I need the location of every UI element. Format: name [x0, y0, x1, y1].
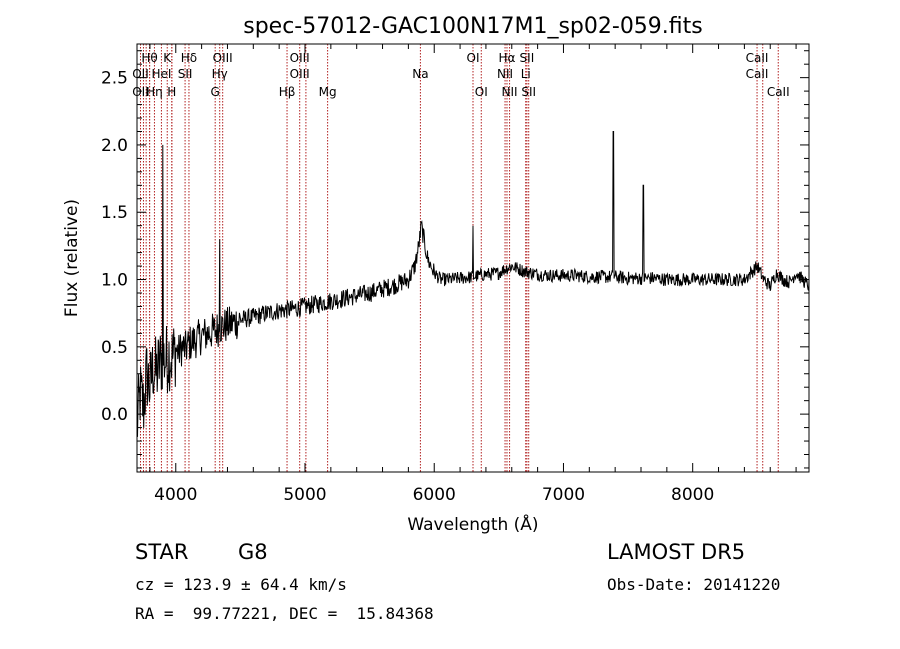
- y-axis: 0.0 0.5 1.0 1.5 2.0 2.5: [101, 50, 809, 469]
- line-label: Hδ: [181, 51, 197, 65]
- plot-frame: [136, 43, 810, 473]
- line-label: OI: [475, 85, 488, 99]
- x-tick-label: 5000: [283, 485, 326, 505]
- line-label: OIII: [213, 51, 233, 65]
- survey-name: LAMOST DR5: [607, 540, 746, 564]
- x-axis: 4000 5000 6000 7000 8000: [149, 44, 797, 505]
- line-label: K: [163, 51, 172, 65]
- y-tick-label: 2.5: [101, 69, 128, 89]
- line-label: G: [211, 85, 220, 99]
- y-tick-label: 0.0: [101, 405, 128, 425]
- x-tick-label: 4000: [154, 485, 197, 505]
- velocity: cz = 123.9 ± 64.4 km/s: [135, 575, 347, 594]
- spectral-line-markers: [139, 44, 779, 472]
- chart-title: spec-57012-GAC100N17M1_sp02-059.fits: [243, 14, 703, 39]
- y-tick-label: 1.0: [101, 271, 128, 291]
- subclass: G8: [238, 540, 268, 564]
- line-label: SII: [521, 85, 536, 99]
- line-label: OI: [467, 51, 480, 65]
- y-tick-label: 0.5: [101, 338, 128, 358]
- line-label: NII: [497, 67, 513, 81]
- line-label: Hη: [146, 85, 163, 99]
- y-tick-label: 1.5: [101, 203, 128, 223]
- line-label: Li: [521, 67, 531, 81]
- x-tick-label: 6000: [413, 485, 456, 505]
- y-tick-label: 2.0: [101, 136, 128, 156]
- line-label: CaII: [746, 51, 769, 65]
- coordinates: RA = 99.77221, DEC = 15.84368: [135, 604, 434, 623]
- object-class: STAR: [135, 540, 189, 564]
- line-label: Mg: [319, 85, 337, 99]
- line-label: HeI: [151, 67, 171, 81]
- x-tick-label: 8000: [671, 485, 714, 505]
- line-label: Hα: [499, 51, 516, 65]
- line-label: Hγ: [212, 67, 228, 81]
- obs-date: Obs-Date: 20141220: [607, 575, 781, 594]
- x-tick-label: 7000: [542, 485, 585, 505]
- y-axis-label: Flux (relative): [62, 199, 82, 317]
- x-axis-label: Wavelength (Å): [407, 513, 538, 535]
- line-label: Na: [412, 67, 428, 81]
- line-label: SII: [178, 67, 193, 81]
- line-label: Hθ: [141, 51, 157, 65]
- line-label: NII: [502, 85, 518, 99]
- line-label: CaII: [746, 67, 769, 81]
- line-label: OII: [132, 67, 149, 81]
- line-label: SII: [520, 51, 535, 65]
- line-label: OII: [132, 85, 149, 99]
- line-label: OIII: [290, 67, 310, 81]
- line-label: CaII: [767, 85, 790, 99]
- spectrum-line: [136, 131, 810, 437]
- line-label: Hβ: [279, 85, 296, 99]
- line-label: OIII: [290, 51, 310, 65]
- line-label: H: [167, 85, 176, 99]
